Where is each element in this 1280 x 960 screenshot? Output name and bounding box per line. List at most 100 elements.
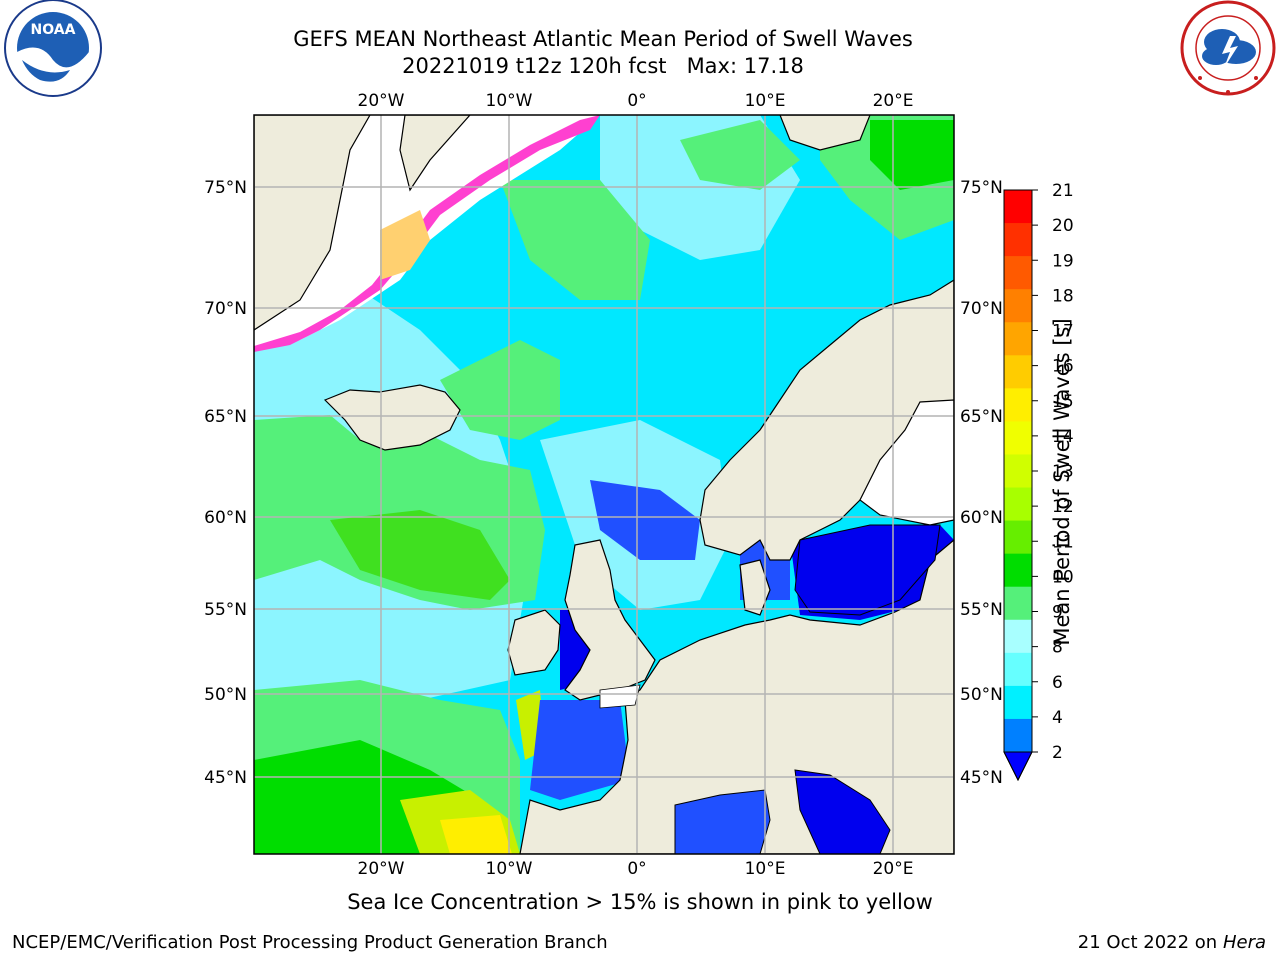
footer-credit: NCEP/EMC/Verification Post Processing Pr… — [12, 932, 608, 953]
colorbar-tick-label: 8 — [1052, 638, 1063, 658]
lon-label: 10°E — [745, 91, 786, 111]
footer-date: 21 Oct 2022 on Hera — [1078, 932, 1266, 953]
colorbar-label: Mean Period of Swell Waves [s] — [1050, 318, 1074, 646]
colorbar-swatch — [1004, 355, 1032, 389]
colorbar-tick-label: 16 — [1052, 357, 1074, 377]
colorbar-swatch — [1004, 322, 1032, 356]
colorbar-tick-label: 6 — [1052, 673, 1063, 693]
sea-ice-yellow — [380, 210, 430, 280]
iceland — [323, 384, 461, 451]
nws-logo — [1180, 0, 1276, 96]
lat-label: 50°N — [204, 685, 247, 705]
region-11s-barents — [870, 120, 954, 190]
footer-host: Hera — [1222, 932, 1266, 953]
noaa-logo-text: NOAA — [31, 22, 76, 38]
lat-label: 55°N — [960, 600, 1003, 620]
lat-label: 65°N — [204, 407, 247, 427]
sea-ice-edge-pink — [254, 115, 600, 352]
colorbar-tick-label: 2 — [1052, 743, 1063, 763]
greenland-east-coast — [399, 115, 471, 192]
lat-label: 65°N — [960, 407, 1003, 427]
colorbar-swatch — [1004, 586, 1032, 621]
lat-label: 55°N — [204, 600, 247, 620]
lat-label: 60°N — [960, 508, 1003, 528]
adriatic-sea — [794, 769, 891, 854]
continental-europe — [519, 539, 954, 854]
colorbar-tick-label: 20 — [1052, 216, 1074, 236]
colorbar-tick-label: 13 — [1052, 462, 1074, 482]
region-9-10s-greenland-sea — [500, 180, 650, 300]
colorbar-swatch — [1004, 223, 1032, 257]
colorbar-swatch — [1004, 718, 1032, 753]
lat-label: 60°N — [204, 508, 247, 528]
colorbar-extend-arrow — [1003, 751, 1033, 782]
lat-label: 75°N — [960, 178, 1003, 198]
colorbar-swatch — [1004, 520, 1032, 555]
colorbar-swatch — [1004, 487, 1032, 522]
lat-label: 45°N — [204, 768, 247, 788]
lon-label: 20°W — [358, 91, 405, 111]
bottom-lon-labels: 20°W 10°W 0° 10°E 20°E — [358, 859, 914, 879]
region-2-4s-biscay — [530, 700, 630, 800]
colorbar-tick-label: 17 — [1052, 322, 1074, 342]
lon-label: 20°E — [873, 91, 914, 111]
gulf-of-bothnia-ice — [859, 399, 954, 526]
land — [254, 115, 954, 854]
colorbar-swatch — [1004, 289, 1032, 323]
lat-label: 75°N — [204, 178, 247, 198]
colorbar-swatch — [1004, 421, 1032, 455]
colorbar-tick-label: 12 — [1052, 497, 1074, 517]
colorbar-swatch — [1004, 652, 1032, 687]
left-lat-labels: 75°N 70°N 65°N 60°N 55°N 50°N 45°N — [204, 178, 247, 788]
region-2-4s-northsea-north — [590, 480, 700, 560]
lon-label: 0° — [627, 91, 646, 111]
colorbar-tick-label: 21 — [1052, 181, 1074, 201]
colorbar-tick-label: 10 — [1052, 567, 1074, 587]
colorbar-tick-label: 15 — [1052, 392, 1074, 412]
noaa-logo: NOAA — [4, 0, 102, 97]
colorbar-tick-label: 19 — [1052, 251, 1074, 271]
region-9-10s-faroes — [440, 340, 560, 440]
chart-subtitle: 20221019 t12z 120h fcst Max: 17.18 — [402, 54, 804, 78]
colorbar: 21 20 19 18 17 16 15 14 13 12 11 10 9 8 6 4 2 — [1003, 181, 1074, 782]
colorbar-swatch — [1004, 619, 1032, 654]
colorbar-swatch — [1004, 553, 1032, 588]
graticule — [254, 115, 954, 854]
footer-date-text: 21 Oct 2022 on — [1077, 932, 1223, 953]
right-lat-labels: 75°N 70°N 65°N 60°N 55°N 50°N 45°N — [960, 178, 1003, 788]
chart-title: GEFS MEAN Northeast Atlantic Mean Period… — [293, 27, 913, 51]
lon-label: 10°E — [745, 859, 786, 879]
lon-label: 20°E — [873, 859, 914, 879]
map-field — [254, 115, 954, 854]
colorbar-tick-label: 9 — [1052, 603, 1063, 623]
colorbar-tick-label: 14 — [1052, 427, 1074, 447]
colorbar-swatch — [1004, 190, 1032, 224]
lat-label: 70°N — [960, 299, 1003, 319]
lon-label: 10°W — [486, 91, 533, 111]
svalbard — [779, 115, 871, 151]
colorbar-tick-label: 18 — [1052, 286, 1074, 306]
western-mediterranean — [674, 789, 771, 854]
lon-label: 0° — [627, 859, 646, 879]
map-frame — [253, 114, 955, 855]
lon-label: 20°W — [358, 859, 405, 879]
region-9-10s-svalbard-west — [680, 120, 800, 190]
lat-label: 70°N — [204, 299, 247, 319]
colorbar-swatch — [1004, 454, 1032, 489]
colorbar-swatch — [1004, 685, 1032, 720]
english-channel — [599, 684, 641, 709]
top-lon-labels: 20°W 10°W 0° 10°E 20°E — [358, 91, 914, 111]
region-10-11s-atlantic — [330, 510, 510, 600]
greenland — [254, 115, 371, 331]
colorbar-frame — [1003, 189, 1033, 782]
colorbar-tick-label: 11 — [1052, 532, 1074, 552]
sea-ice-note: Sea Ice Concentration > 15% is shown in … — [347, 890, 933, 914]
lat-label: 50°N — [960, 685, 1003, 705]
lon-label: 10°W — [486, 859, 533, 879]
colorbar-swatch — [1004, 256, 1032, 290]
colorbar-swatch — [1004, 388, 1032, 422]
region-15s-south — [440, 815, 512, 854]
lat-label: 45°N — [960, 768, 1003, 788]
colorbar-tick-label: 4 — [1052, 708, 1063, 728]
